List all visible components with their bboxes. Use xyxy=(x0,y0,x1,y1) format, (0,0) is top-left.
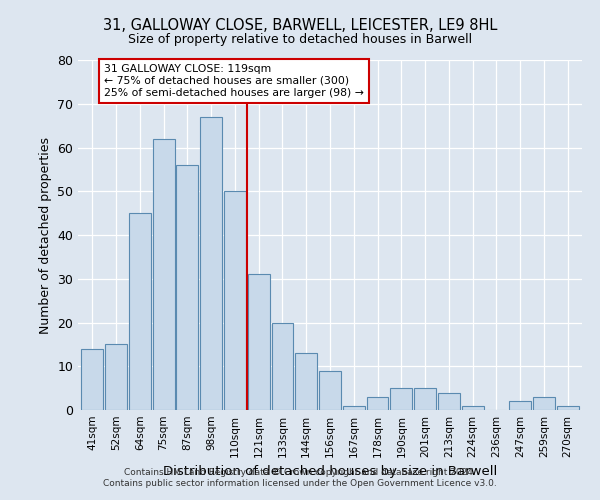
Text: Contains HM Land Registry data © Crown copyright and database right 2024.
Contai: Contains HM Land Registry data © Crown c… xyxy=(103,468,497,487)
Bar xyxy=(367,397,388,410)
Bar xyxy=(438,392,460,410)
Bar xyxy=(129,213,151,410)
Bar xyxy=(152,139,175,410)
Bar xyxy=(414,388,436,410)
Bar xyxy=(533,397,555,410)
Bar xyxy=(105,344,127,410)
Bar xyxy=(176,165,198,410)
Bar xyxy=(295,353,317,410)
X-axis label: Distribution of detached houses by size in Barwell: Distribution of detached houses by size … xyxy=(163,466,497,478)
Bar xyxy=(82,349,103,410)
Bar xyxy=(272,322,293,410)
Bar xyxy=(224,192,246,410)
Bar xyxy=(557,406,578,410)
Bar xyxy=(319,370,341,410)
Bar xyxy=(248,274,269,410)
Bar xyxy=(462,406,484,410)
Y-axis label: Number of detached properties: Number of detached properties xyxy=(38,136,52,334)
Text: Size of property relative to detached houses in Barwell: Size of property relative to detached ho… xyxy=(128,32,472,46)
Bar xyxy=(391,388,412,410)
Bar xyxy=(509,401,531,410)
Text: 31, GALLOWAY CLOSE, BARWELL, LEICESTER, LE9 8HL: 31, GALLOWAY CLOSE, BARWELL, LEICESTER, … xyxy=(103,18,497,32)
Bar xyxy=(200,117,222,410)
Text: 31 GALLOWAY CLOSE: 119sqm
← 75% of detached houses are smaller (300)
25% of semi: 31 GALLOWAY CLOSE: 119sqm ← 75% of detac… xyxy=(104,64,364,98)
Bar xyxy=(343,406,365,410)
